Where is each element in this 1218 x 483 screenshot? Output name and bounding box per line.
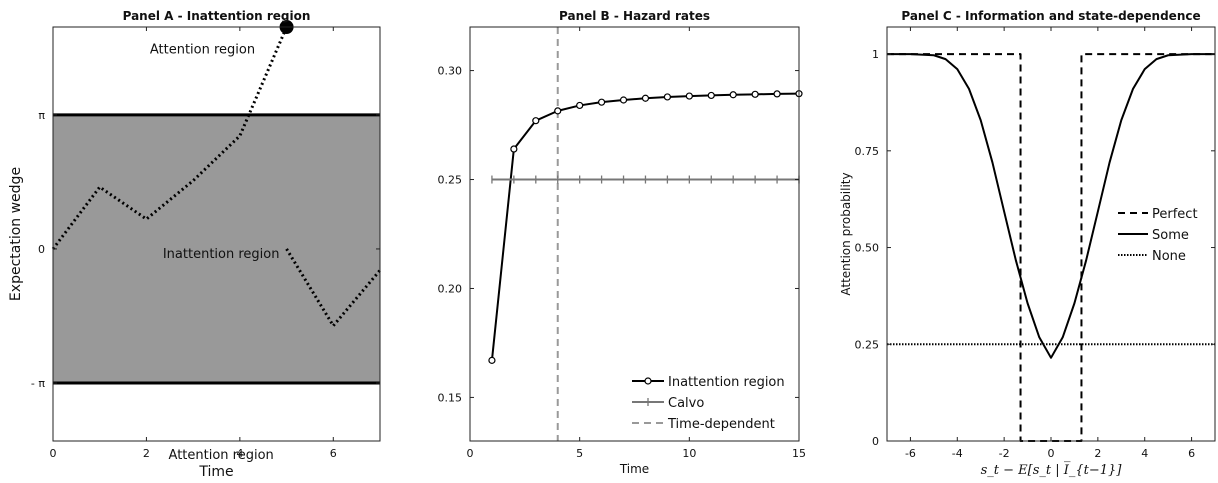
legend-label: Time-dependent: [667, 417, 775, 432]
panel-title: Panel A - Inattention region: [123, 9, 311, 23]
x-tick-label: 5: [576, 447, 583, 460]
y-tick-label: 0.25: [438, 174, 463, 187]
y-tick-label: 0.75: [855, 145, 880, 158]
legend-label: None: [1152, 249, 1186, 264]
x-axis-label: Time: [619, 462, 649, 476]
x-tick-label: 0: [467, 447, 474, 460]
x-tick-label: 6: [330, 447, 337, 460]
legend-label: Perfect: [1152, 207, 1198, 222]
x-tick-label: -6: [905, 447, 916, 460]
data-point-circle: [576, 101, 584, 110]
data-point-circle: [554, 107, 562, 115]
y-tick-label: 0.15: [438, 391, 463, 404]
x-tick-label: 6: [1188, 447, 1195, 460]
x-axis-label: Time: [198, 464, 233, 480]
data-point-circle: [773, 90, 781, 98]
region-annotation: Attention region: [169, 448, 274, 463]
x-tick-label: 4: [236, 447, 243, 460]
x-tick-label: -4: [952, 447, 963, 460]
x-tick-label: -2: [999, 447, 1010, 460]
data-point-circle: [707, 91, 715, 100]
y-axis-label: Attention probability: [839, 172, 853, 295]
data-point-circle: [729, 91, 737, 99]
y-tick-label: - π: [31, 377, 45, 390]
x-tick-label: 10: [682, 447, 696, 460]
axes-frame: [469, 26, 800, 442]
y-tick-label: 0.25: [855, 338, 880, 351]
series-line-inattention-region: [490, 92, 800, 361]
data-point-circle: [641, 94, 650, 102]
y-tick-label: 0.30: [438, 65, 463, 78]
legend-marker-circle: [644, 377, 652, 385]
data-point-circle: [663, 93, 672, 101]
data-point-circle: [532, 117, 540, 125]
region-annotation: Attention region: [150, 42, 255, 57]
legend-label: Inattention region: [668, 375, 785, 390]
y-tick-label: 0.20: [438, 282, 463, 295]
x-tick-label: 4: [1141, 447, 1148, 460]
y-tick-label: π: [38, 109, 45, 122]
y-axis-label: Expectation wedge: [8, 167, 24, 301]
x-tick-label: 2: [143, 447, 150, 460]
y-tick-label: 0: [38, 243, 45, 256]
data-point-circle: [685, 92, 693, 100]
x-tick-label: 2: [1094, 447, 1101, 460]
x-tick-label: 0: [50, 447, 57, 460]
data-point-circle: [597, 98, 606, 106]
x-axis-label: s_t − E[s_t | I̅_{t−1}]: [981, 462, 1123, 478]
data-point-circle: [751, 90, 759, 98]
panel-title: Panel B - Hazard rates: [559, 9, 710, 23]
x-tick-label: 15: [792, 447, 806, 460]
y-tick-label: 0.50: [855, 242, 880, 255]
y-tick-label: 1: [872, 48, 879, 61]
axes-frame: [52, 26, 381, 442]
legend-label: Some: [1152, 228, 1189, 243]
data-point-circle: [510, 145, 518, 153]
legend-label: Calvo: [668, 396, 704, 411]
x-tick-label: 0: [1048, 447, 1055, 460]
data-point-circle: [619, 96, 628, 104]
panel-title: Panel C - Information and state-dependen…: [901, 9, 1200, 23]
y-tick-label: 0: [872, 435, 879, 448]
series-line-some: [887, 53, 1215, 359]
data-point-circle: [488, 356, 496, 364]
region-annotation: Inattention region: [163, 247, 280, 262]
series-line-perfect: [887, 53, 1215, 442]
